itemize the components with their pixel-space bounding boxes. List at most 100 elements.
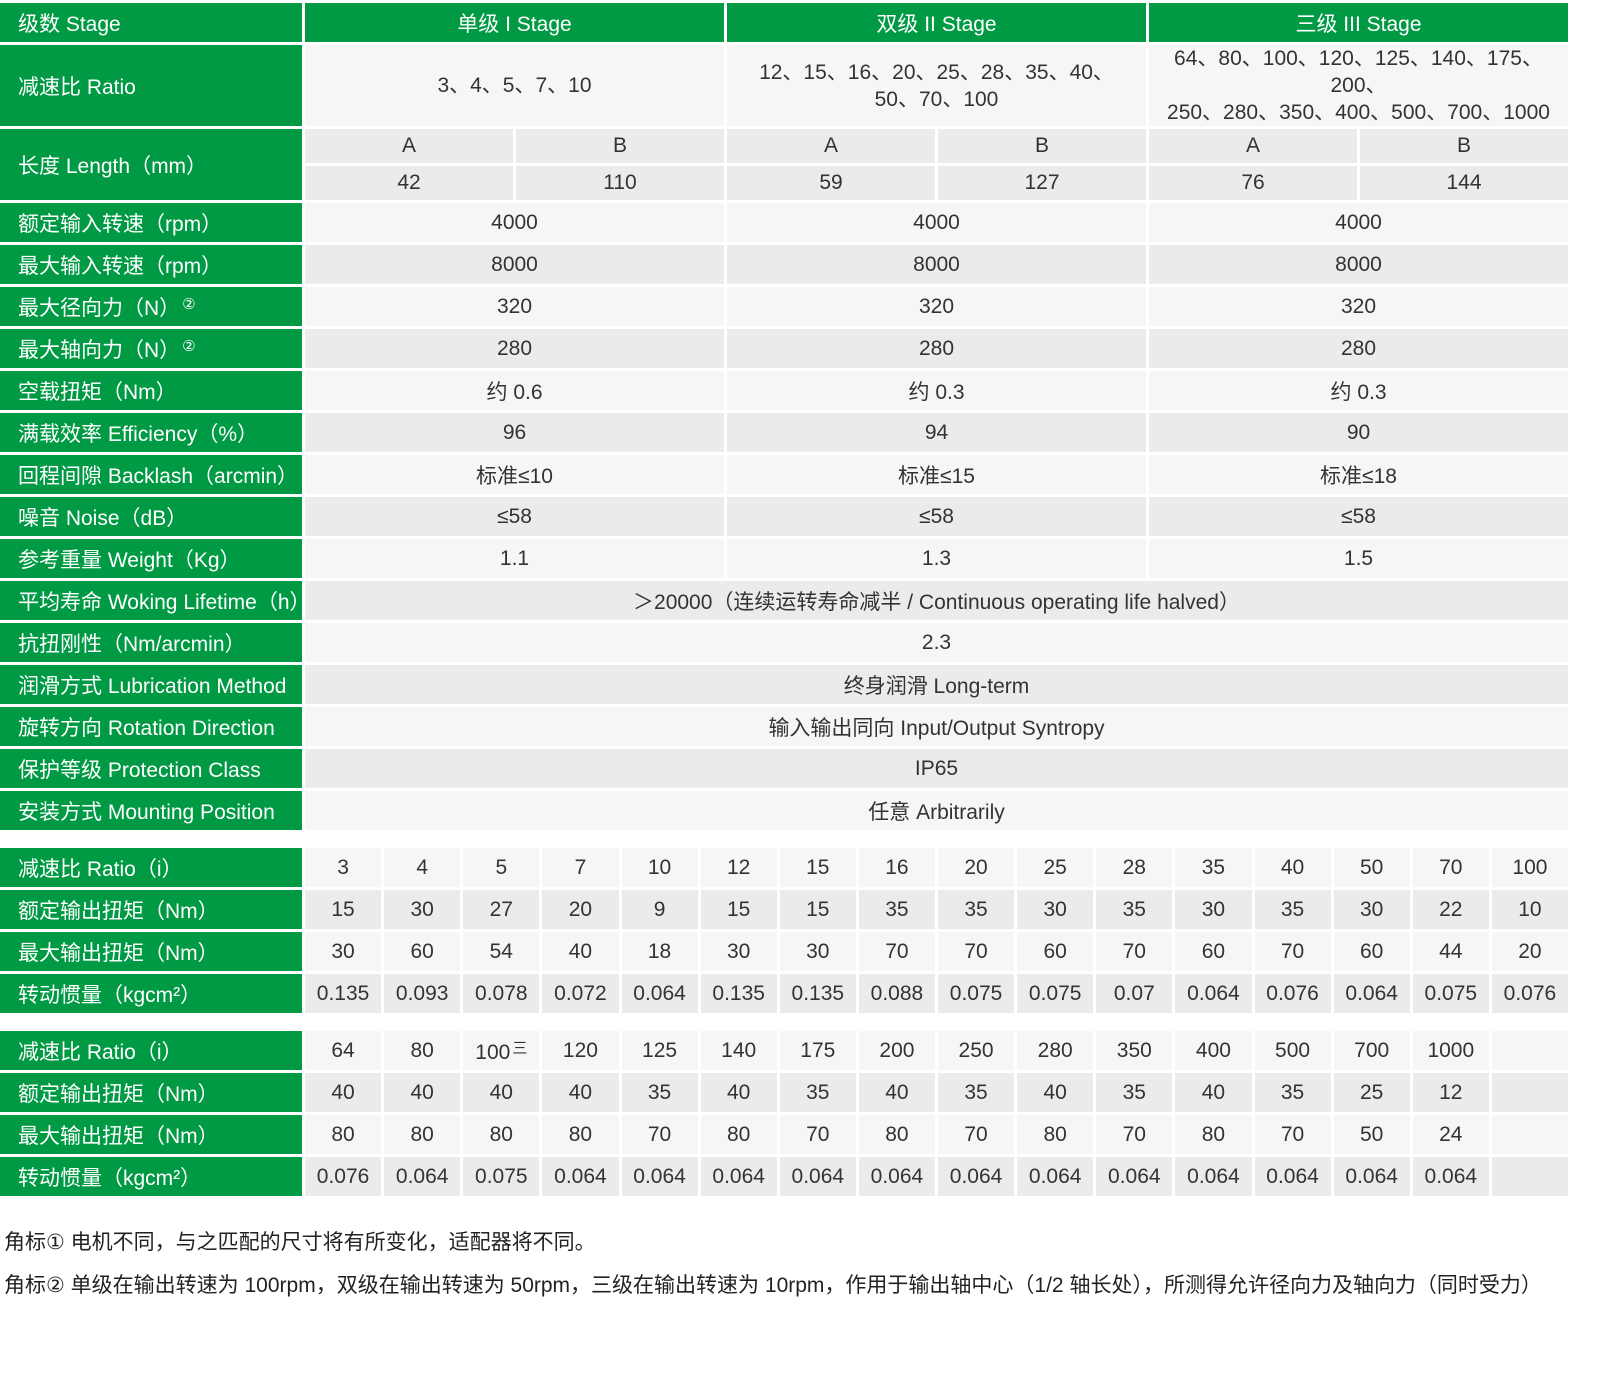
torque-cell: 0.076 bbox=[1254, 974, 1331, 1013]
value: 0.075 bbox=[475, 1164, 528, 1188]
row-label: 减速比 Ratio（i） bbox=[0, 1031, 302, 1070]
value: 80 bbox=[410, 1038, 434, 1062]
value: 4 bbox=[416, 855, 429, 879]
value: 50 bbox=[1360, 1122, 1384, 1146]
torque-cell: 0.072 bbox=[542, 974, 619, 1013]
torque-cell: 60 bbox=[384, 932, 461, 971]
value: 18 bbox=[647, 939, 672, 963]
value: 50 bbox=[1360, 855, 1384, 879]
torque-cell: 12 bbox=[1412, 1073, 1489, 1112]
torque-cell: 0.064 bbox=[779, 1157, 856, 1196]
torque-cell: 0.075 bbox=[938, 974, 1015, 1013]
spec-cell: 2.3 bbox=[305, 623, 1568, 662]
value: 27 bbox=[489, 897, 513, 921]
torque-cell: 0.064 bbox=[1333, 974, 1410, 1013]
torque-cell: 7 bbox=[542, 848, 619, 887]
spec-cell: 约 0.6 bbox=[305, 371, 724, 410]
spec-cell: ≤58 bbox=[727, 497, 1146, 536]
torque-cell: 0.064 bbox=[1254, 1157, 1331, 1196]
torque-cell: 0.064 bbox=[858, 1157, 935, 1196]
row-label: 额定输入转速（rpm） bbox=[0, 203, 302, 242]
value: 80 bbox=[1201, 1122, 1226, 1146]
value: 70 bbox=[1122, 1122, 1146, 1146]
row-label-text: 最大轴向力（N） bbox=[18, 338, 181, 362]
value: 40 bbox=[885, 1080, 909, 1104]
ratio-cell: 64、80、100、120、125、140、175、200、 250、280、3… bbox=[1149, 45, 1568, 126]
row-label: 回程间隙 Backlash（arcmin） bbox=[0, 455, 302, 494]
value: 0.064 bbox=[1028, 1164, 1082, 1188]
torque-cell: 60 bbox=[1017, 932, 1094, 971]
torque-cell: 0.064 bbox=[1096, 1157, 1173, 1196]
torque-cell: 20 bbox=[938, 848, 1015, 887]
torque-cell: 12 bbox=[700, 848, 777, 887]
torque-cell: 70 bbox=[1096, 1115, 1173, 1154]
torque-cell: 0.064 bbox=[938, 1157, 1015, 1196]
torque-cell: 500 bbox=[1254, 1031, 1331, 1070]
row-label: 最大输出扭矩（Nm） bbox=[0, 932, 302, 971]
torque-cell: 700 bbox=[1333, 1031, 1410, 1070]
torque-cell: 70 bbox=[779, 1115, 856, 1154]
value: 0.064 bbox=[1187, 1164, 1240, 1188]
row-label-text: 最大径向力（N） bbox=[18, 296, 181, 320]
torque-cell: 400 bbox=[1175, 1031, 1252, 1070]
torque-cell: 80 bbox=[305, 1115, 382, 1154]
torque-cell: 40 bbox=[384, 1073, 461, 1112]
torque-cell: 15 bbox=[305, 890, 382, 929]
row-label-text: 最大输入转速（rpm） bbox=[18, 254, 223, 278]
torque-cell: 20 bbox=[1491, 932, 1568, 971]
torque-cell: 0.064 bbox=[384, 1157, 461, 1196]
spec-row: 抗扭刚性（Nm/arcmin） 2.3 bbox=[0, 623, 1568, 662]
torque-cell: 0.075 bbox=[1412, 974, 1489, 1013]
torque-cell: 4 bbox=[384, 848, 461, 887]
torque-cell: 0.064 bbox=[1175, 1157, 1252, 1196]
spec-row: 润滑方式 Lubrication Method 终身润滑 Long-term bbox=[0, 665, 1568, 704]
spec-cell: 96 bbox=[305, 413, 724, 452]
value: 0.075 bbox=[1424, 981, 1478, 1005]
value: 35 bbox=[885, 897, 909, 921]
value: 400 bbox=[1195, 1038, 1231, 1062]
value: 500 bbox=[1275, 1038, 1311, 1062]
value: 0.064 bbox=[949, 1164, 1003, 1188]
length-row: 长度 Length（mm） A B A B A B bbox=[0, 129, 1568, 200]
spec-cell: ≤58 bbox=[305, 497, 724, 536]
value: 22 bbox=[1439, 897, 1463, 921]
value: 0.072 bbox=[554, 981, 607, 1005]
torque-cell: 0.076 bbox=[305, 1157, 382, 1196]
torque-cell bbox=[1491, 1073, 1568, 1112]
torque-cell: 0.135 bbox=[700, 974, 777, 1013]
torque-table-2: 减速比 Ratio（i） 64 80 100 三 120 125 140 175 200 250 28… bbox=[0, 1028, 1571, 1199]
torque-row: 额定输出扭矩（Nm） 40 40 40 40 35 40 35 40 35 40 35 40 35 25 12 bbox=[0, 1073, 1568, 1112]
torque-cell: 0.064 bbox=[621, 1157, 698, 1196]
torque-cell: 30 bbox=[384, 890, 461, 929]
ratio-cell: 3、4、5、7、10 bbox=[305, 45, 724, 126]
torque-row: 额定输出扭矩（Nm） 15 30 27 20 9 15 15 35 35 30 35 30 35 30 22 1… bbox=[0, 890, 1568, 929]
torque-cell: 24 bbox=[1412, 1115, 1489, 1154]
stage-header-row: 级数 Stage 单级 I Stage 双级 II Stage 三级 III Stag… bbox=[0, 3, 1568, 42]
torque-cell bbox=[1491, 1031, 1568, 1070]
length-sub-header: A bbox=[305, 129, 513, 163]
value: 0.135 bbox=[791, 981, 845, 1005]
spec-cell: 320 bbox=[727, 287, 1146, 326]
length-sub-header: B bbox=[516, 129, 724, 163]
spec-row: 回程间隙 Backlash（arcmin） 标准≤10 标准≤15 标准≤18 bbox=[0, 455, 1568, 494]
spec-cell: 4000 bbox=[305, 203, 724, 242]
torque-cell: 70 bbox=[1254, 932, 1331, 971]
torque-row: 转动惯量（kgcm²） 0.135 0.093 0.078 0.072 0.064 0.13… bbox=[0, 974, 1568, 1013]
torque-cell: 50 bbox=[1333, 1115, 1410, 1154]
length-cell: 144 bbox=[1360, 166, 1568, 200]
torque-cell: 70 bbox=[1254, 1115, 1331, 1154]
value: 80 bbox=[568, 1122, 593, 1146]
row-label: 最大输入转速（rpm） bbox=[0, 245, 302, 284]
value: 140 bbox=[721, 1038, 757, 1062]
value: 700 bbox=[1354, 1038, 1390, 1062]
torque-cell: 40 bbox=[858, 1073, 935, 1112]
value: 35 bbox=[647, 1080, 672, 1104]
value: 54 bbox=[489, 939, 513, 963]
spec-row: 保护等级 Protection Class IP65 bbox=[0, 749, 1568, 788]
value: 44 bbox=[1439, 939, 1463, 963]
torque-cell: 0.093 bbox=[384, 974, 461, 1013]
torque-cell: 35 bbox=[1096, 1073, 1173, 1112]
value: 15 bbox=[806, 897, 830, 921]
value: 200 bbox=[879, 1038, 915, 1062]
torque-cell: 35 bbox=[779, 1073, 856, 1112]
